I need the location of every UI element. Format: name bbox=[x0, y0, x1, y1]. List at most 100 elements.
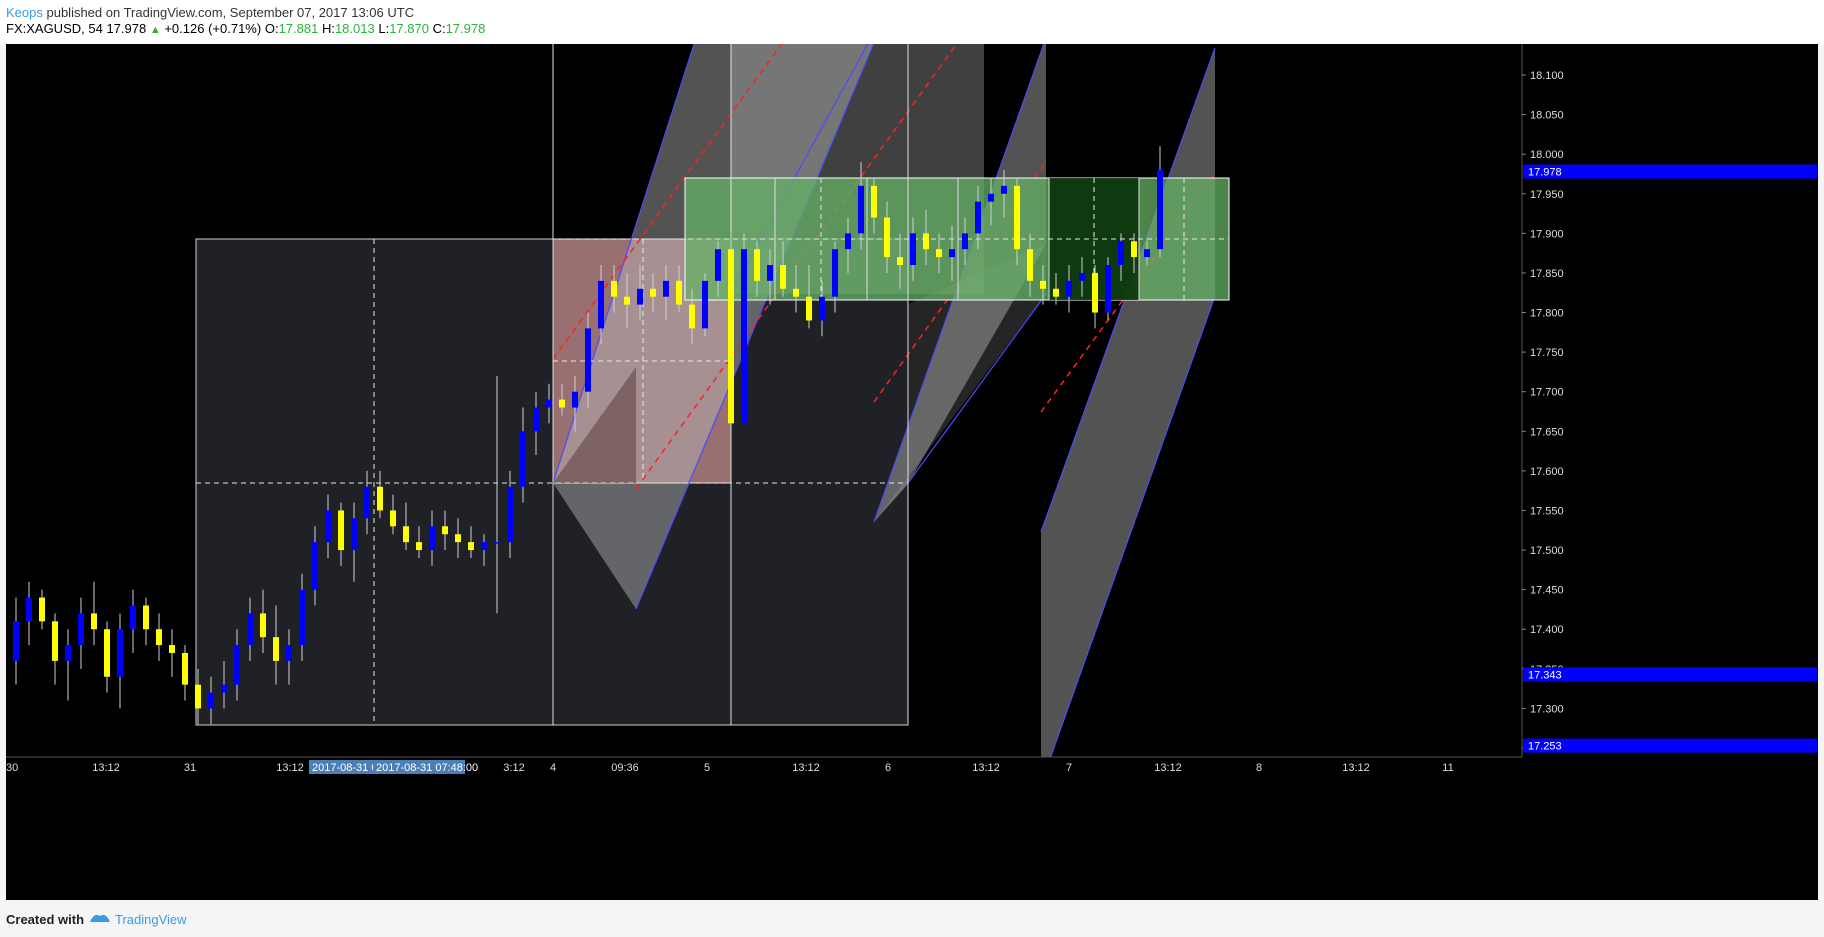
price-tick-label: 18.000 bbox=[1530, 149, 1564, 161]
time-tick-label: 8 bbox=[1256, 762, 1262, 774]
candle-body bbox=[455, 534, 461, 543]
candle-body bbox=[377, 486, 383, 511]
candle-body bbox=[1157, 170, 1163, 250]
price-tick-label: 17.950 bbox=[1530, 189, 1564, 201]
candle-body bbox=[715, 249, 721, 281]
publish-line: Keops published on TradingView.com, Sept… bbox=[6, 5, 414, 20]
candle-body bbox=[390, 510, 396, 527]
candle-body bbox=[403, 526, 409, 543]
price-tag bbox=[1523, 164, 1817, 179]
candle-body bbox=[39, 597, 45, 622]
candle-body bbox=[988, 193, 994, 202]
candle-body bbox=[897, 257, 903, 266]
author-link[interactable]: Keops bbox=[6, 5, 43, 20]
change-value: +0.126 (+0.71%) bbox=[164, 21, 262, 36]
created-with-label: Created with bbox=[6, 912, 85, 927]
candle-body bbox=[143, 605, 149, 630]
candle-body bbox=[585, 328, 591, 392]
candle-body bbox=[416, 542, 422, 551]
price-chart[interactable]: 18.100 18.050 18.000 17.950 17.900 17.850 17.8… bbox=[6, 37, 1818, 900]
up-arrow-icon: ▲ bbox=[149, 24, 161, 36]
candle-body bbox=[936, 249, 942, 258]
candle-body bbox=[52, 621, 58, 661]
price-tick-label: 17.300 bbox=[1530, 703, 1564, 715]
candle-body bbox=[689, 304, 695, 329]
candle-body bbox=[533, 407, 539, 432]
candle-body bbox=[650, 288, 656, 297]
close-value: 17.978 bbox=[445, 21, 486, 36]
candle-body bbox=[1092, 272, 1098, 313]
candle-body bbox=[169, 645, 175, 653]
price-tick-label: 17.750 bbox=[1530, 347, 1564, 359]
candle-body bbox=[741, 249, 747, 424]
time-tick-label: 5 bbox=[704, 762, 710, 774]
candle-body bbox=[234, 645, 240, 685]
channel-edge-5 bbox=[1040, 295, 1216, 785]
candle-body bbox=[91, 613, 97, 630]
candle-body bbox=[845, 233, 851, 250]
time-tick-label: 09:36 bbox=[611, 762, 639, 774]
candle-body bbox=[975, 201, 981, 234]
high-label: H: bbox=[321, 21, 335, 36]
candle-body bbox=[832, 249, 838, 297]
time-tick-label: 30 bbox=[6, 762, 18, 774]
price-tick-label: 17.700 bbox=[1530, 387, 1564, 399]
candle-body bbox=[962, 233, 968, 250]
symbol-label: FX:XAGUSD, 54 bbox=[6, 21, 103, 36]
time-tick-label: 2017-08-31 0 bbox=[312, 762, 377, 774]
candle-body bbox=[260, 613, 266, 638]
price-tag-label: 17.978 bbox=[1528, 167, 1562, 179]
footer: Created with TradingView bbox=[0, 900, 1824, 937]
candle-body bbox=[1131, 241, 1137, 258]
candle-body bbox=[13, 621, 19, 661]
close-label: C: bbox=[432, 21, 446, 36]
candle-body bbox=[1040, 280, 1046, 289]
candle-body bbox=[572, 391, 578, 408]
candle-body bbox=[949, 249, 955, 258]
chart-area[interactable]: 18.100 18.050 18.000 17.950 17.900 17.850 17.8… bbox=[6, 37, 1818, 900]
candle-body bbox=[780, 265, 786, 289]
candle-body bbox=[1079, 272, 1085, 281]
candle-body bbox=[364, 486, 370, 519]
time-tick-label: 13:12 bbox=[276, 762, 304, 774]
candle-body bbox=[156, 629, 162, 646]
candle-body bbox=[1144, 249, 1150, 258]
candle-body bbox=[117, 629, 123, 677]
publish-text: published on TradingView.com, September … bbox=[42, 5, 415, 20]
price-tick-label: 17.900 bbox=[1530, 228, 1564, 240]
price-tick-label: 17.600 bbox=[1530, 466, 1564, 478]
low-value: 17.870 bbox=[389, 21, 429, 36]
channel-band-5 bbox=[874, 244, 1046, 522]
tradingview-link[interactable]: TradingView bbox=[115, 912, 187, 927]
candle-body bbox=[754, 249, 760, 281]
time-tick-label: 3:12 bbox=[503, 762, 524, 774]
median-line-0 bbox=[552, 37, 787, 360]
candle-body bbox=[1118, 241, 1124, 266]
time-tick-label: 2017-08-31 07:48:00 bbox=[376, 762, 478, 774]
candle-body bbox=[598, 280, 604, 329]
candle-body bbox=[494, 542, 500, 544]
price-tick-label: 17.850 bbox=[1530, 268, 1564, 280]
price-tag-label: 17.343 bbox=[1528, 669, 1562, 681]
candle-body bbox=[858, 185, 864, 234]
candle-body bbox=[1027, 249, 1033, 281]
price-tick-label: 18.050 bbox=[1530, 110, 1564, 122]
candle-body bbox=[26, 597, 32, 622]
time-tick-label: 7 bbox=[1066, 762, 1072, 774]
candle-body bbox=[338, 510, 344, 551]
candle-body bbox=[793, 288, 799, 297]
candle-body bbox=[429, 526, 435, 551]
time-selection-tag bbox=[373, 760, 465, 774]
candle-body bbox=[1001, 185, 1007, 194]
time-tick-label: 31 bbox=[184, 762, 196, 774]
projection-triangle bbox=[553, 367, 636, 483]
time-tick-label: 13:12 bbox=[792, 762, 820, 774]
candle-body bbox=[910, 233, 916, 266]
channel-edge-3 bbox=[907, 293, 1047, 484]
candle-body bbox=[611, 280, 617, 297]
candle-body bbox=[559, 399, 565, 408]
candle-body bbox=[481, 542, 487, 551]
price-tick-label: 17.550 bbox=[1530, 505, 1564, 517]
candle-body bbox=[130, 605, 136, 630]
low-label: L: bbox=[378, 21, 390, 36]
